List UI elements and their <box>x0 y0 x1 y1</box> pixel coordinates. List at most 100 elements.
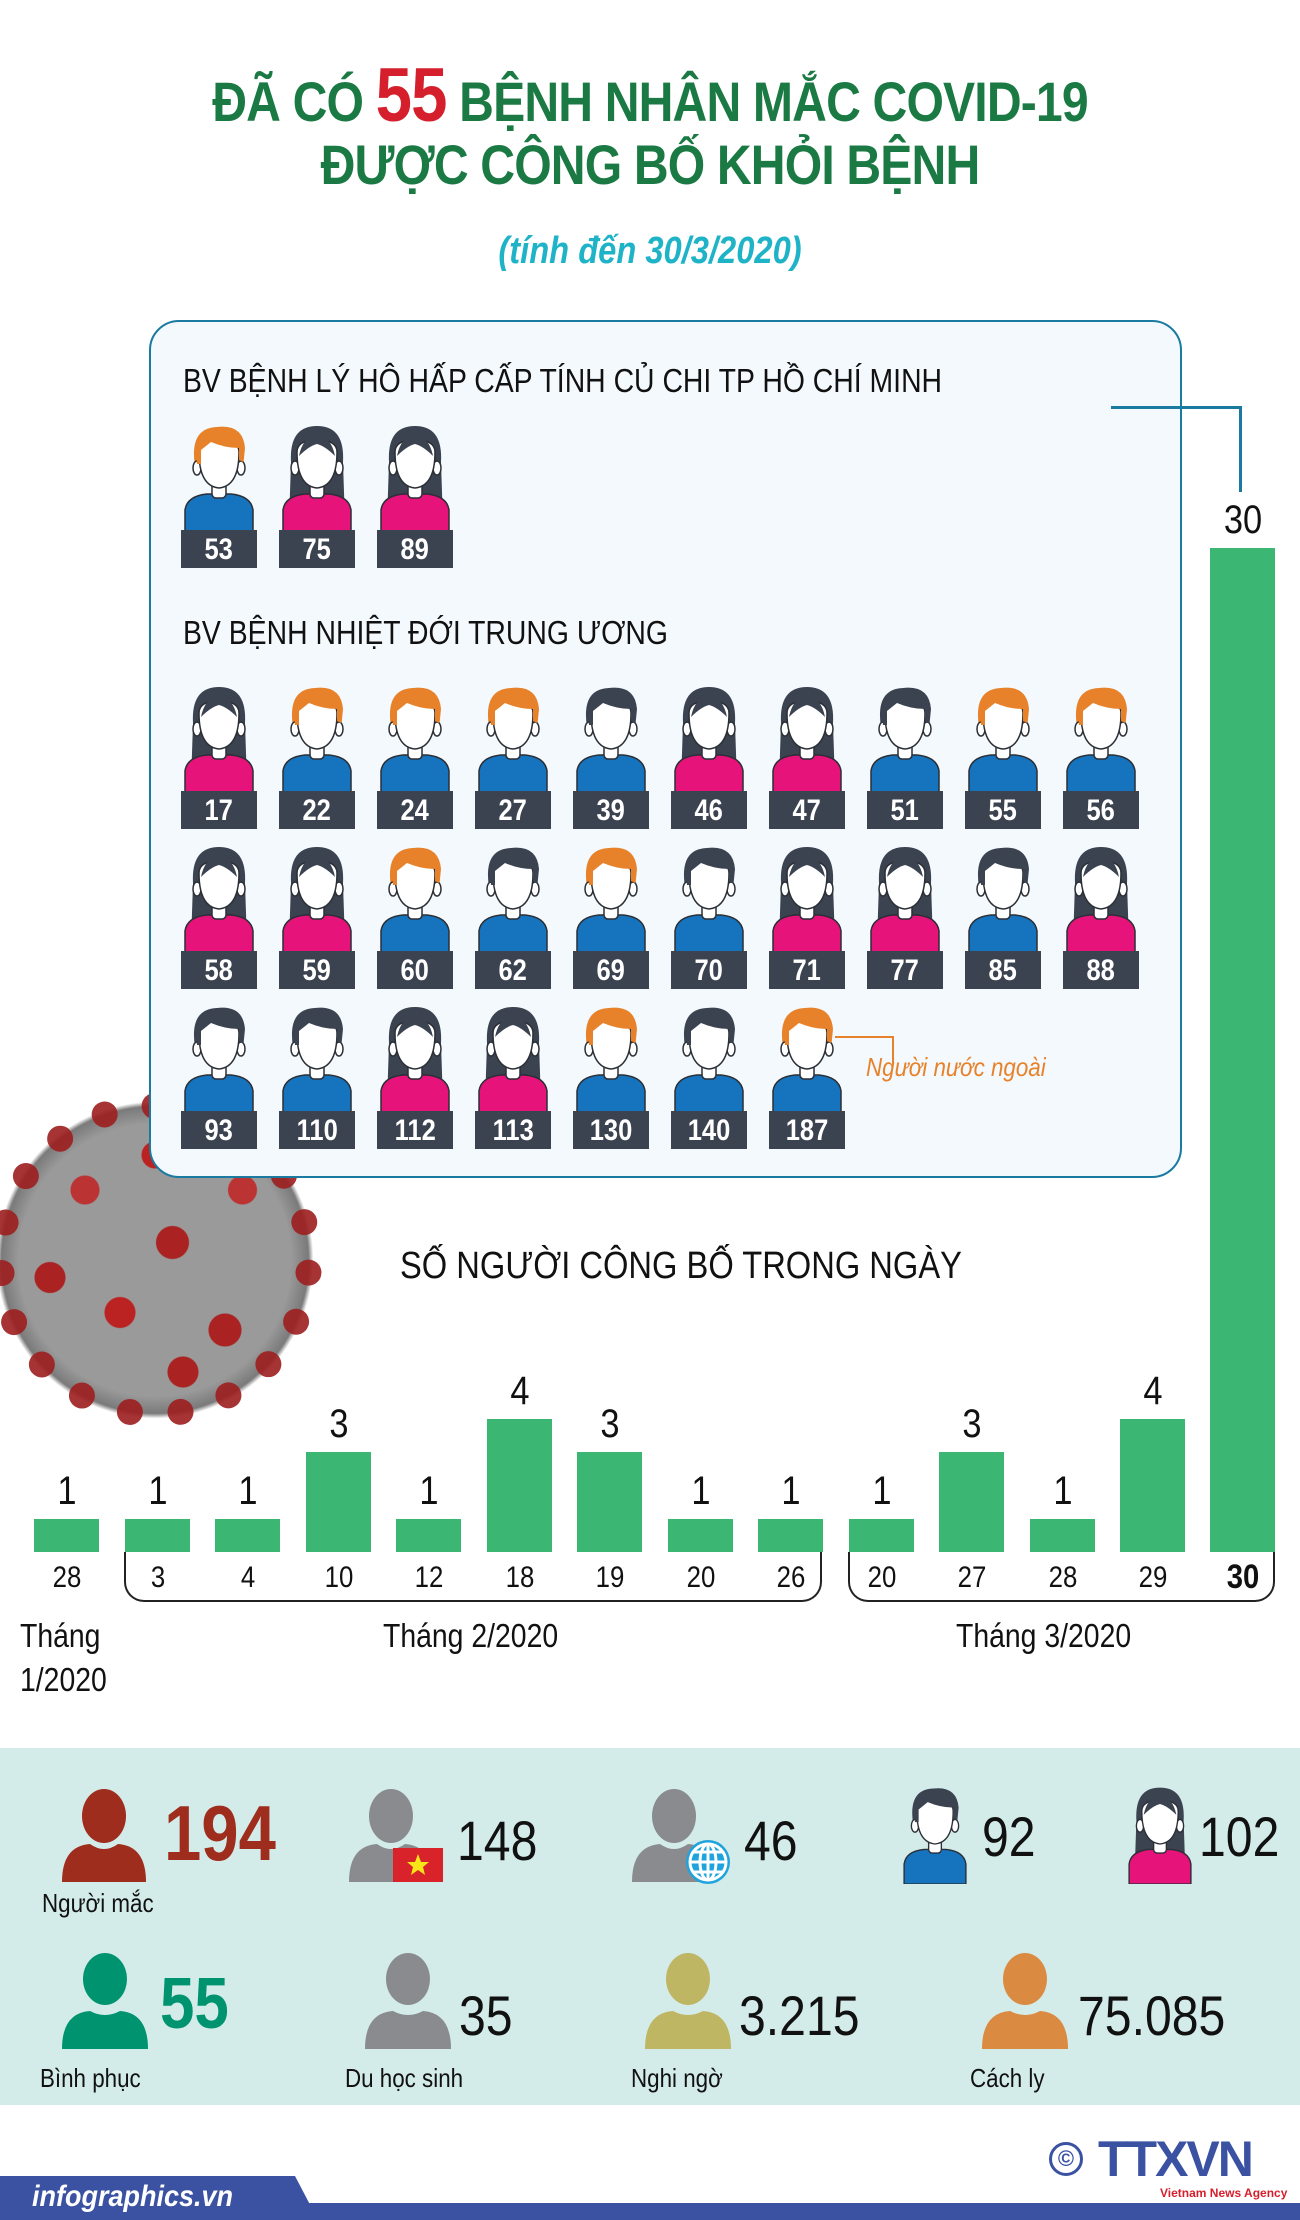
month-label-feb: Tháng 2/2020 <box>383 1617 559 1654</box>
patient-id-text: 27 <box>498 794 528 827</box>
patient-id: 77 <box>867 951 943 989</box>
bar <box>34 1518 99 1552</box>
legend-pointer-line <box>892 1036 894 1064</box>
bar-date-label: 27 <box>957 1561 987 1594</box>
bar <box>1210 548 1275 1552</box>
title-suffix: BỆNH NHÂN MẮC COVID-19 <box>459 70 1088 133</box>
patient-id: 51 <box>867 791 943 829</box>
bar <box>305 1452 371 1552</box>
students-abroad-count: 35 <box>459 1984 513 2047</box>
suspected-count: 3.215 <box>739 1984 860 2047</box>
patient-card: 89 <box>377 422 453 568</box>
students-abroad-label: Du học sinh <box>345 2063 464 2093</box>
patient-card: 60 <box>377 843 453 989</box>
patient-id-text: 59 <box>302 954 332 987</box>
patient-id-text: 77 <box>890 954 920 987</box>
male-count: 92 <box>982 1805 1036 1868</box>
patient-card: 39 <box>573 683 649 829</box>
patient-id-text: 24 <box>400 794 430 827</box>
patient-id: 46 <box>671 791 747 829</box>
patient-card: 85 <box>965 843 1041 989</box>
person-globe-icon <box>632 1789 730 1884</box>
patient-id: 71 <box>769 951 845 989</box>
patient-card: 77 <box>867 843 943 989</box>
bar-value-label: 3 <box>962 1402 982 1447</box>
patient-id-text: 70 <box>694 954 724 987</box>
bar-value-label: 3 <box>600 1402 620 1447</box>
patient-id-text: 46 <box>694 794 724 827</box>
patient-id-text: 55 <box>988 794 1018 827</box>
site-link[interactable]: infographics.vn <box>32 2180 234 2213</box>
patient-id: 110 <box>279 1111 355 1149</box>
patient-id: 53 <box>181 530 257 568</box>
month-label-mar: Tháng 3/2020 <box>956 1617 1132 1654</box>
bar <box>1029 1518 1095 1552</box>
patient-card: 70 <box>671 843 747 989</box>
patient-id: 113 <box>475 1111 551 1149</box>
patient-id: 130 <box>573 1111 649 1149</box>
patient-id: 56 <box>1063 791 1139 829</box>
title-highlight-count: 55 <box>375 53 448 138</box>
patient-id-text: 75 <box>302 533 332 566</box>
foreigners-count: 46 <box>744 1809 798 1872</box>
patient-id-text: 89 <box>400 533 430 566</box>
bar-date-label: 28 <box>1048 1561 1077 1594</box>
patient-id-text: 22 <box>302 794 332 827</box>
patient-id: 75 <box>279 530 355 568</box>
patient-id-text: 110 <box>296 1114 338 1147</box>
patient-id: 55 <box>965 791 1041 829</box>
person-icon <box>645 1953 731 2049</box>
month-label-jan-line1: Tháng <box>20 1617 101 1654</box>
person-icon <box>62 1789 146 1882</box>
quarantined-count: 75.085 <box>1078 1984 1226 2047</box>
patient-id-text: 71 <box>792 954 822 987</box>
patient-id-text: 56 <box>1086 794 1116 827</box>
bar-date-label: 29 <box>1138 1561 1168 1594</box>
quarantined-label: Cách ly <box>970 2063 1045 2093</box>
patient-card: 187 <box>769 1003 845 1149</box>
bar-date-label: 18 <box>505 1561 534 1594</box>
bar-value-label: 4 <box>509 1368 530 1413</box>
recovered-label: Bình phục <box>40 2063 141 2093</box>
patient-card: 88 <box>1063 843 1139 989</box>
patient-id: 88 <box>1063 951 1139 989</box>
patient-id-text: 130 <box>589 1114 633 1147</box>
infected-label: Người mắc <box>42 1888 154 1918</box>
footer-bar <box>0 2203 1300 2220</box>
bar-value-label: 1 <box>147 1468 168 1513</box>
patient-card: 59 <box>279 843 355 989</box>
female-count: 102 <box>1199 1805 1280 1868</box>
infected-count: 194 <box>164 1789 276 1877</box>
bar-date-label: 30 <box>1226 1558 1260 1596</box>
connector-line <box>1239 406 1242 492</box>
bar-date-label: 4 <box>240 1561 256 1594</box>
patient-id: 93 <box>181 1111 257 1149</box>
bar-value-label: 1 <box>238 1468 258 1513</box>
male-avatar-icon <box>900 1784 970 1889</box>
patient-card: 58 <box>181 843 257 989</box>
patient-id-text: 62 <box>498 954 528 987</box>
bar-date-label: 28 <box>52 1561 82 1594</box>
patient-id: 69 <box>573 951 649 989</box>
patient-id: 62 <box>475 951 551 989</box>
patient-card: 71 <box>769 843 845 989</box>
bar-value-label: 1 <box>419 1468 439 1513</box>
patient-card: 62 <box>475 843 551 989</box>
patient-card: 56 <box>1063 683 1139 829</box>
suspected-label: Nghi ngờ <box>631 2063 723 2093</box>
person-icon <box>62 1953 148 2049</box>
bar <box>215 1518 280 1552</box>
patient-card: 112 <box>377 1003 453 1149</box>
patient-id: 140 <box>671 1111 747 1149</box>
patient-card: 24 <box>377 683 453 829</box>
bar <box>124 1518 190 1552</box>
patient-id-text: 39 <box>596 794 626 827</box>
month-label-jan-line2: 1/2020 <box>20 1661 107 1698</box>
bar-value-label: 30 <box>1223 498 1263 542</box>
bar <box>667 1518 733 1552</box>
bar <box>486 1418 552 1552</box>
patient-id-text: 85 <box>988 954 1018 987</box>
date-subtitle: (tính đến 30/3/2020) <box>498 230 802 272</box>
person-icon <box>982 1953 1068 2049</box>
patient-card: 17 <box>181 683 257 829</box>
